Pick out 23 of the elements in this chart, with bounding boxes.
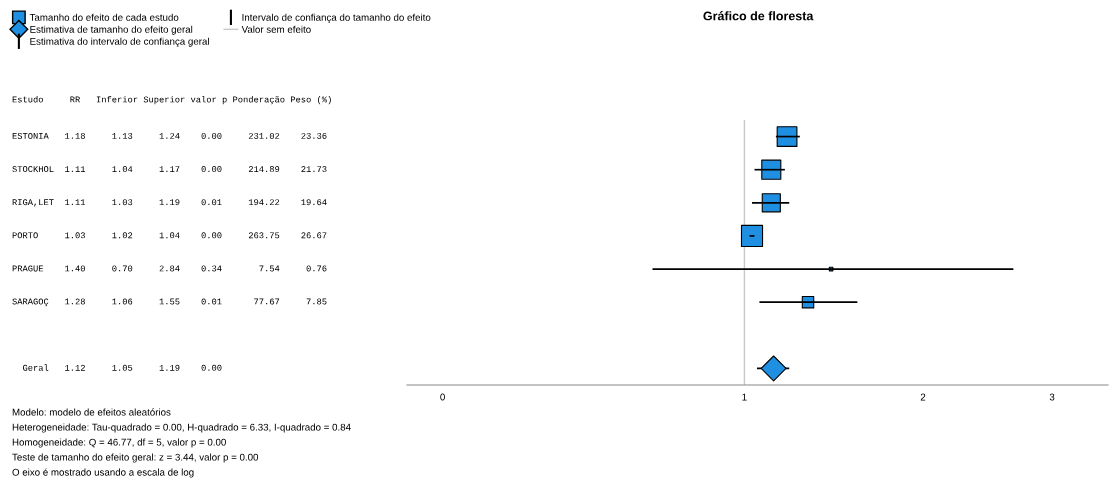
text: Estimativa do intervalo de confiança geral xyxy=(30,37,209,47)
chart-title: Gráfico de floresta xyxy=(703,11,814,21)
text: PORTO 1.03 1.02 1.04 0.00 263.75 26.67 xyxy=(12,232,327,239)
text: RIGA,LET 1.11 1.03 1.19 0.01 194.22 19.64 xyxy=(12,199,327,207)
text: Intervalo de confiança do tamanho do efeito xyxy=(242,13,431,23)
text: Homogeneidade: Q = 46.77, df = 5, valor p = 0.00 xyxy=(12,438,226,448)
x-tick-label: 3 xyxy=(1049,393,1055,401)
x-tick-label: 1 xyxy=(742,393,747,401)
text: Heterogeneidade: Tau-quadrado = 0.00, H-quadrado = 6.33, I-quadrado = 0.84 xyxy=(12,423,351,433)
text: O eixo é mostrado usando a escala de log xyxy=(12,468,194,478)
text: Estudo RR Inferior Superior valor p Ponderação Peso (%) xyxy=(12,96,331,105)
text: SARAGOÇ 1.28 1.06 1.55 0.01 77.67 7.85 xyxy=(12,298,327,307)
text: Modelo: modelo de efeitos aleatórios xyxy=(12,408,171,416)
text: PRAGUE 1.40 0.70 2.84 0.34 7.54 0.76 xyxy=(12,265,327,272)
x-tick-label: 2 xyxy=(920,393,926,401)
text: Geral 1.12 1.05 1.19 0.00 xyxy=(22,364,222,371)
text: STOCKHOL 1.11 1.04 1.17 0.00 214.89 21.73 xyxy=(12,166,327,173)
legend-label: Tamanho do efeito de cada estudo xyxy=(29,13,179,21)
text: ESTONIA 1.18 1.13 1.24 0.00 231.02 23.36 xyxy=(12,132,327,139)
x-tick-label: 0 xyxy=(440,393,445,401)
text: Teste de tamanho do efeito geral: z = 3.44, valor p = 0.00 xyxy=(12,453,259,463)
legend-label: Estimativa de tamanho do efeito geral xyxy=(30,25,193,35)
legend-label: Valor sem efeito xyxy=(241,25,311,33)
